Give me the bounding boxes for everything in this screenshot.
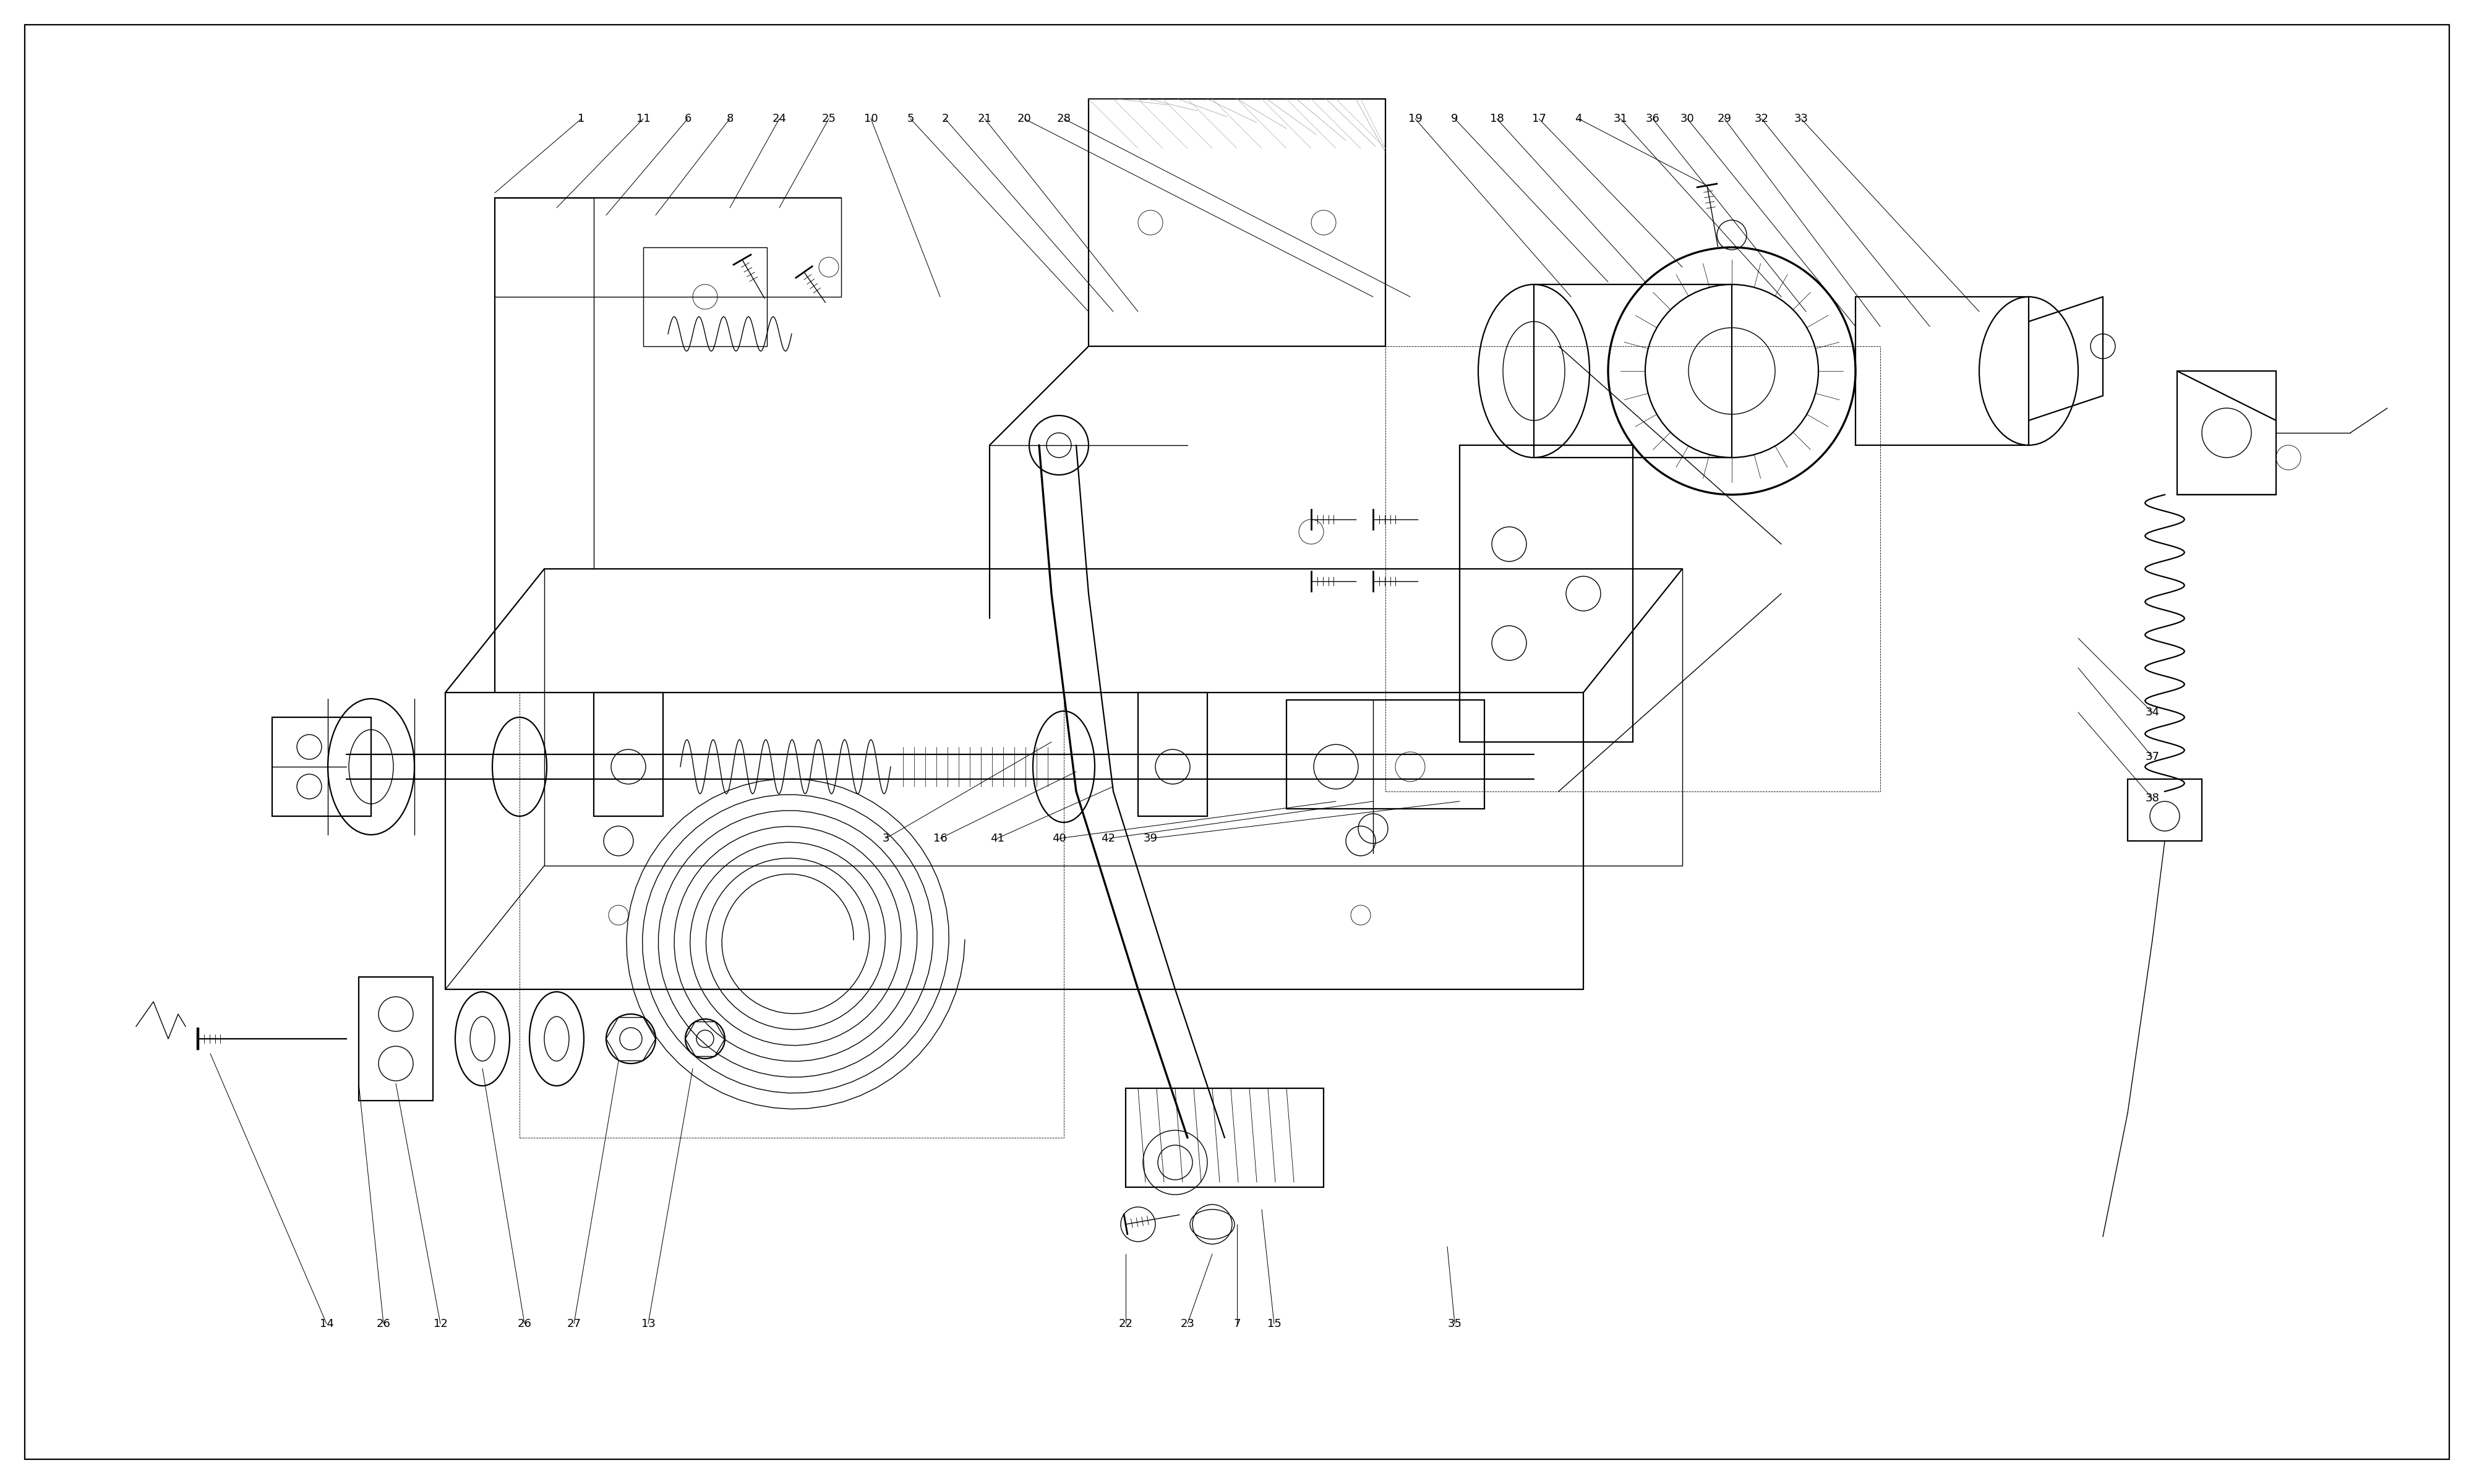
Text: 35: 35: [1447, 1318, 1462, 1330]
Text: 20: 20: [1017, 113, 1032, 125]
Text: 28: 28: [1056, 113, 1071, 125]
Text: 36: 36: [1645, 113, 1660, 125]
Text: 14: 14: [319, 1318, 334, 1330]
Bar: [2128, 779, 2202, 841]
Text: 21: 21: [977, 113, 992, 125]
Text: 24: 24: [772, 113, 787, 125]
Text: 12: 12: [433, 1318, 448, 1330]
Text: 25: 25: [821, 113, 836, 125]
Text: 29: 29: [1717, 113, 1732, 125]
Bar: [1286, 700, 1484, 809]
Text: 4: 4: [1576, 113, 1581, 125]
Text: 10: 10: [863, 113, 878, 125]
Text: 26: 26: [376, 1318, 391, 1330]
Text: 39: 39: [1143, 833, 1158, 844]
Bar: [1126, 1088, 1324, 1187]
Text: 8: 8: [727, 113, 732, 125]
Text: 9: 9: [1452, 113, 1457, 125]
Text: 2: 2: [943, 113, 948, 125]
Text: 17: 17: [1531, 113, 1546, 125]
Text: 13: 13: [641, 1318, 656, 1330]
Text: 41: 41: [990, 833, 1004, 844]
Bar: [594, 693, 663, 816]
Bar: [1089, 99, 1385, 346]
Bar: [1534, 285, 1732, 457]
Text: 3: 3: [883, 833, 888, 844]
Text: 16: 16: [933, 833, 948, 844]
Bar: [272, 717, 371, 816]
Bar: [1385, 346, 1880, 791]
Text: 19: 19: [1408, 113, 1423, 125]
Bar: [2177, 371, 2276, 494]
Text: 33: 33: [1794, 113, 1808, 125]
Text: 27: 27: [567, 1318, 581, 1330]
Text: 11: 11: [636, 113, 651, 125]
Text: 6: 6: [685, 113, 690, 125]
Bar: [1856, 297, 2029, 445]
Text: 31: 31: [1613, 113, 1628, 125]
Bar: [520, 693, 1064, 1138]
Text: 30: 30: [1680, 113, 1695, 125]
Text: 7: 7: [1235, 1318, 1239, 1330]
Text: 18: 18: [1489, 113, 1504, 125]
Bar: [359, 976, 433, 1101]
Bar: [1138, 693, 1207, 816]
Text: 34: 34: [2145, 706, 2160, 718]
Bar: [643, 248, 767, 346]
Text: 22: 22: [1118, 1318, 1133, 1330]
Text: 5: 5: [908, 113, 913, 125]
Text: 26: 26: [517, 1318, 532, 1330]
Text: 1: 1: [579, 113, 584, 125]
Text: 38: 38: [2145, 792, 2160, 804]
Text: 32: 32: [1754, 113, 1769, 125]
Bar: [1460, 445, 1633, 742]
Text: 15: 15: [1267, 1318, 1282, 1330]
Text: 42: 42: [1101, 833, 1116, 844]
Text: 37: 37: [2145, 751, 2160, 763]
Text: 40: 40: [1051, 833, 1066, 844]
Text: 23: 23: [1180, 1318, 1195, 1330]
